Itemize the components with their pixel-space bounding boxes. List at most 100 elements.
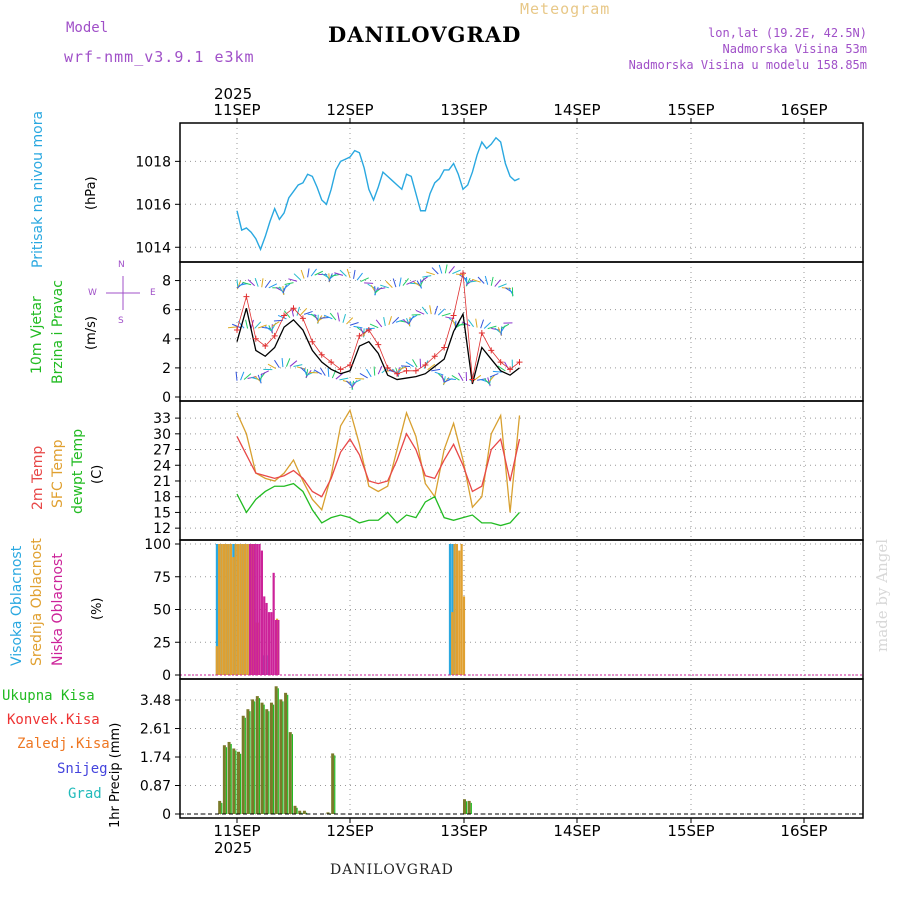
wind-arrow: [452, 269, 461, 275]
y-tick-label: 18: [153, 490, 171, 506]
wind-gust-marker: [507, 366, 514, 373]
lonlat-label: lon,lat (19.2E, 42.5N): [708, 26, 867, 40]
y-tick-label: 4: [162, 332, 171, 348]
y-tick-label: 15: [153, 505, 171, 521]
wind-arrow: [339, 269, 347, 277]
precip-bar-total: [254, 701, 256, 814]
wind-gust-marker: [497, 359, 504, 366]
meteogram-subtitle: Meteogram: [520, 0, 611, 18]
precip-bar-total: [249, 711, 251, 814]
y-tick-label: 21: [153, 474, 171, 490]
precip-bar-total: [221, 802, 223, 814]
y-tick-label: 27: [153, 443, 171, 459]
precip-legend-frz: Zaledj.Kisa: [17, 736, 110, 752]
wind-arrow: [277, 314, 287, 320]
cloud-bar: [243, 544, 247, 675]
wind-arrow: [271, 321, 280, 327]
wind-arrow: [427, 363, 436, 371]
cloud-bar: [458, 550, 461, 675]
precip-bar-total: [301, 812, 303, 814]
wind-arrow: [329, 312, 337, 321]
wind-arrow: [409, 282, 420, 285]
wind-arrow: [261, 326, 271, 330]
wind-arrow: [406, 280, 415, 285]
wind-speed-line: [236, 308, 520, 385]
wind-arrow: [342, 313, 346, 323]
cloud-bar: [460, 544, 463, 675]
wind-arrow: [383, 317, 386, 327]
day-label-bottom: 15SEP: [667, 822, 714, 840]
precip-bar-total: [305, 812, 308, 814]
precip-bar: [218, 800, 222, 814]
cloud-bar: [234, 544, 237, 675]
wind-arrow: [307, 268, 310, 278]
wind-gust-marker: [243, 293, 250, 300]
precip-bar-total: [225, 747, 228, 814]
wind-arrow: [320, 367, 326, 376]
wind-arrow: [359, 372, 368, 379]
wind-arrow: [388, 316, 392, 325]
precip-bar: [251, 699, 255, 814]
y-tick-label: 1.74: [140, 750, 171, 766]
wind-arrow: [323, 314, 333, 320]
wind-gust-marker: [347, 361, 353, 368]
cloud-bar: [455, 544, 459, 675]
wind-arrow: [455, 273, 465, 276]
wind-arrow: [392, 278, 397, 288]
wind-arrow: [231, 323, 241, 329]
cloud-bar: [265, 602, 268, 675]
precip-bar-total: [329, 814, 331, 815]
cloud-bar: [267, 612, 271, 675]
cloud-bar: [448, 544, 452, 675]
wind-arrow: [431, 368, 441, 372]
wind-arrow: [254, 321, 262, 329]
compass-legend: N W E S: [88, 258, 158, 328]
precip-bar-total: [291, 734, 293, 814]
wind-arrow: [360, 277, 369, 283]
wind-arrow: [431, 267, 439, 275]
day-label-bottom: 11SEP: [213, 822, 260, 840]
cloud-bar: [218, 544, 221, 675]
footer-title: DANILOVGRAD: [330, 862, 454, 878]
cloud-bar: [251, 544, 254, 675]
wind-gust-marker: [328, 359, 335, 366]
wind-arrow: [305, 370, 312, 378]
wind-arrow: [261, 278, 264, 288]
wind-arrow: [289, 360, 298, 367]
wind-arrow: [477, 276, 485, 284]
cloud-bar: [229, 544, 233, 675]
wind-arrow: [330, 273, 340, 277]
wind-gust-marker: [234, 327, 240, 334]
wind-arrow: [438, 264, 443, 274]
precip-bar-total: [230, 743, 232, 814]
precip-bar-total: [277, 688, 279, 814]
wind-arrow: [282, 283, 291, 290]
precip-bar: [269, 702, 273, 814]
elevation-label: Nadmorska Visina 53m: [722, 42, 868, 56]
wind-gust-marker: [290, 305, 297, 312]
wind-arrow: [467, 319, 474, 328]
y-tick-label: 12: [153, 521, 171, 537]
y-tick-label: 75: [153, 570, 171, 586]
wind-arrow: [483, 321, 492, 329]
day-label-top: 13SEP: [440, 101, 487, 119]
precip-bar: [463, 799, 466, 814]
sfc-temp-line: [236, 408, 521, 513]
cloud-bar: [270, 612, 273, 675]
page-title: DANILOVGRAD: [328, 22, 522, 47]
wind-gust-marker: [337, 366, 344, 373]
precip-bar: [293, 805, 297, 814]
wind-arrow: [461, 321, 471, 327]
precip-bar: [288, 732, 292, 814]
day-label-bottom: 12SEP: [326, 822, 373, 840]
precip-bar: [246, 709, 250, 814]
precip-legend-grad: Grad: [68, 786, 102, 802]
y-tick-label: 0: [162, 668, 171, 684]
cloud-bar: [232, 557, 235, 675]
wind-arrow: [349, 322, 359, 326]
wind-arrow: [405, 361, 414, 368]
wind-gust-marker: [356, 332, 363, 339]
panel-frame: [179, 122, 864, 263]
precip-bar: [326, 812, 330, 814]
day-label-top: 12SEP: [326, 101, 373, 119]
